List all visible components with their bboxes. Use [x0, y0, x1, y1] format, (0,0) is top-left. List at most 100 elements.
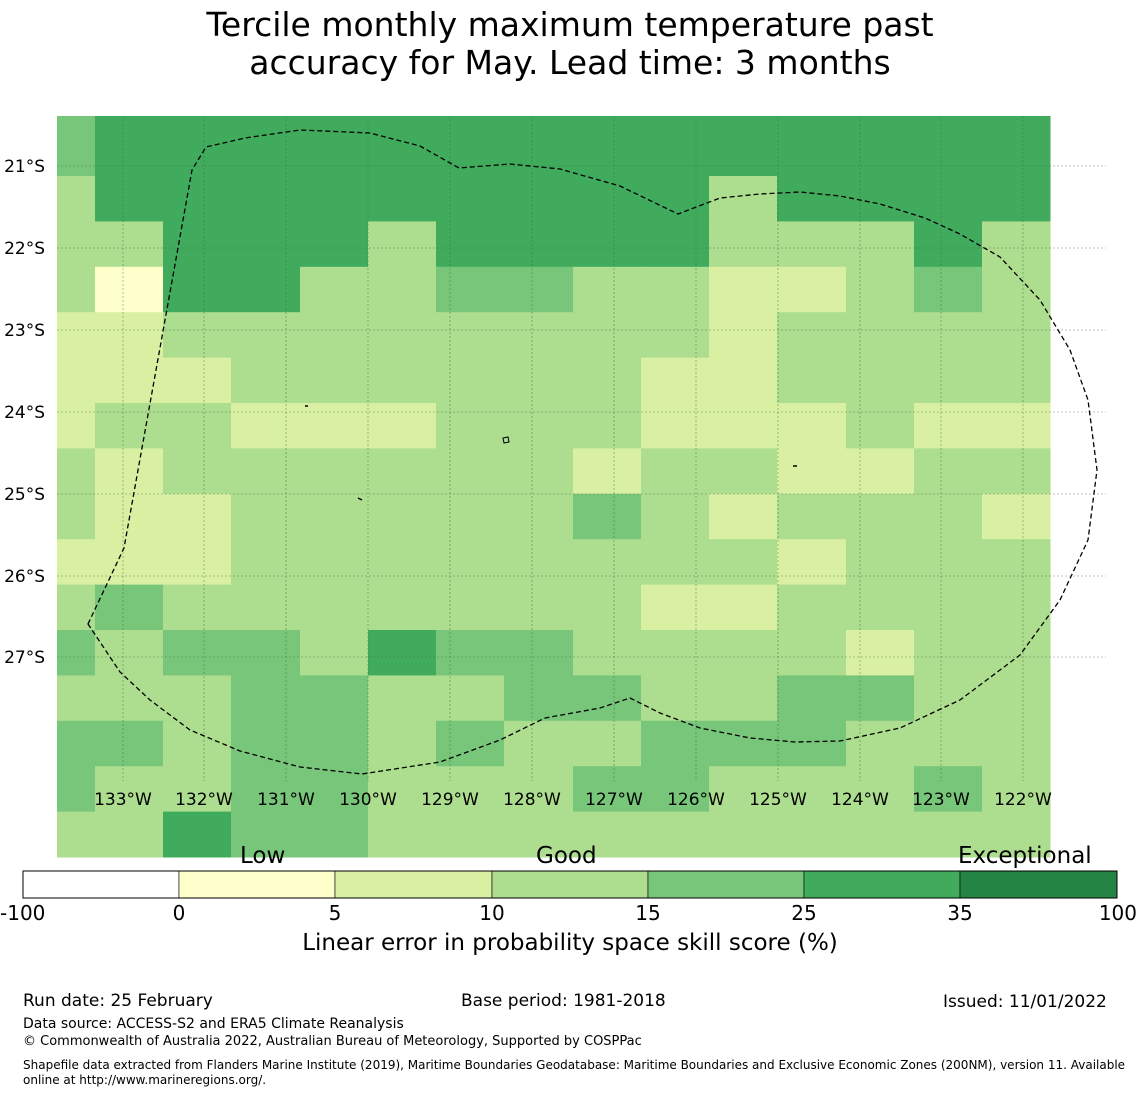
grid-cell: [231, 675, 301, 722]
grid-cell: [231, 493, 301, 540]
grid-cell: [163, 266, 232, 313]
grid-cell: [300, 116, 369, 177]
grid-cell: [163, 116, 232, 177]
grid-cell: [573, 116, 642, 177]
grid-cell: [300, 720, 369, 767]
grid-cell: [300, 811, 369, 858]
grid-cell: [300, 357, 369, 404]
grid-cell: [982, 357, 1051, 404]
grid-cell: [641, 584, 710, 631]
grid-cell: [368, 266, 437, 313]
grid-cell: [300, 584, 369, 631]
grid-cell: [641, 266, 710, 313]
grid-cell: [846, 720, 915, 767]
grid-cell: [777, 630, 847, 676]
grid-cell: [231, 584, 301, 631]
grid-cell: [573, 403, 642, 449]
grid-cell: [641, 811, 710, 858]
latitude-label: 21°S: [4, 157, 45, 177]
grid-cell: [163, 630, 232, 676]
grid-cell: [709, 403, 778, 449]
grid-cell: [436, 493, 505, 540]
grid-cell: [300, 266, 369, 313]
grid-cell: [982, 630, 1051, 676]
grid-cell: [777, 675, 847, 722]
grid-cell: [982, 221, 1051, 268]
grid-cell: [231, 811, 301, 858]
grid-cell: [846, 584, 915, 631]
grid-cell: [368, 116, 437, 177]
grid-cell: [982, 811, 1051, 858]
grid-cell: [163, 766, 232, 813]
islands: [305, 405, 797, 501]
base-period: Base period: 1981-2018: [461, 991, 666, 1011]
grid-cell: [436, 357, 505, 404]
grid-cell: [504, 448, 574, 495]
run-date: Run date: 25 February: [23, 991, 213, 1011]
grid-cell: [57, 266, 96, 313]
longitude-label: 132°W: [175, 790, 233, 810]
grid-cell: [573, 266, 642, 313]
grid-cell: [846, 176, 915, 222]
grid-cell: [436, 448, 505, 495]
colorbar-segment: [22, 870, 180, 899]
longitude-label: 126°W: [667, 790, 725, 810]
grid-cell: [504, 312, 574, 359]
grid-cell: [231, 357, 301, 404]
grid-cell: [436, 312, 505, 359]
grid-cell: [709, 266, 778, 313]
grid-cell: [573, 493, 642, 540]
grid-cell: [982, 584, 1051, 631]
longitude-labels: 133°W 132°W 131°W 130°W 129°W 128°W 127°W 126°W…: [94, 790, 1052, 810]
grid-cell: [641, 493, 710, 540]
longitude-label: 133°W: [94, 790, 152, 810]
grid-cell: [436, 116, 505, 177]
grid-cell: [641, 403, 710, 449]
grid-cell: [914, 675, 983, 722]
grid-cell: [982, 448, 1051, 495]
eez-boundary: [87, 129, 1098, 775]
grid-cell: [163, 448, 232, 495]
grid-cell: [436, 811, 505, 858]
grid-cell: [914, 584, 983, 631]
grid-cell: [846, 630, 915, 676]
grid-cell: [231, 266, 301, 313]
grid-cell: [300, 630, 369, 676]
grid-cell: [300, 493, 369, 540]
title-line-1: Tercile monthly maximum temperature past: [206, 5, 934, 44]
latitude-label: 26°S: [4, 567, 45, 587]
longitude-label: 131°W: [257, 790, 315, 810]
category-good-label: Good: [536, 843, 597, 869]
grid-cell: [368, 221, 437, 268]
grid-cell: [368, 766, 437, 813]
grid-cell: [777, 176, 847, 222]
grid-cell: [231, 116, 301, 177]
grid-cell: [504, 630, 574, 676]
colorbar-tick-label: 100: [1099, 901, 1137, 925]
grid-cell: [300, 312, 369, 359]
island: [357, 497, 363, 501]
grid-cell: [231, 403, 301, 449]
grid-cell: [504, 266, 574, 313]
grid-cell: [95, 357, 164, 404]
latitude-labels: 21°S 22°S 23°S 24°S 25°S 26°S 27°S: [4, 157, 45, 668]
grid-cell: [57, 539, 96, 586]
grid-cell: [95, 312, 164, 359]
latitude-label: 27°S: [4, 648, 45, 668]
shapefile-credit-line-2: online at http://www.marineregions.org/.: [23, 1073, 267, 1087]
grid-cell: [846, 493, 915, 540]
grid-cell: [95, 766, 164, 813]
issued-date: Issued: 11/01/2022: [943, 992, 1107, 1012]
colorbar-outline: [22, 870, 1118, 899]
grid-cell: [95, 720, 164, 767]
grid-cell: [982, 766, 1051, 813]
grid-cell: [300, 176, 369, 222]
grid-cell: [504, 221, 574, 268]
grid-cell: [57, 116, 96, 177]
grid-cell: [300, 403, 369, 449]
colorbar-segment: [491, 870, 649, 899]
grid-cell: [573, 312, 642, 359]
grid-cell: [641, 448, 710, 495]
grid-cell: [368, 176, 437, 222]
colorbar-tick-label: 10: [479, 901, 504, 925]
